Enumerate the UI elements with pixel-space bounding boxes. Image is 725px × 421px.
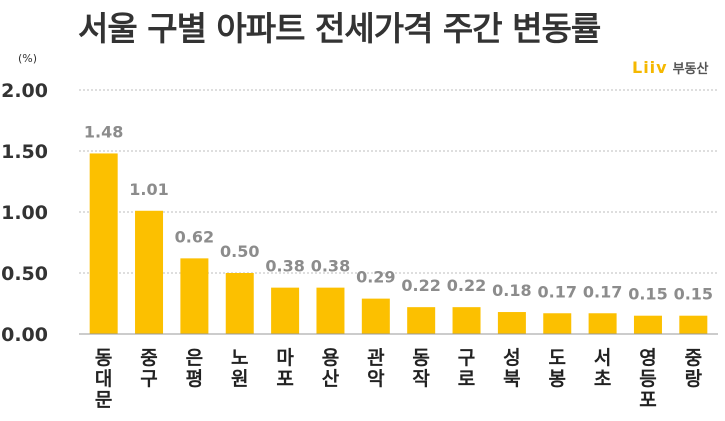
bar-용산 — [316, 287, 345, 334]
data-label: 0.17 — [583, 282, 622, 301]
bar-동작 — [407, 307, 436, 334]
liiv-logo-icon: Liiv — [632, 58, 668, 77]
bar-중랑 — [679, 315, 708, 334]
data-label: 0.22 — [401, 276, 440, 295]
bar-서초 — [588, 313, 617, 334]
data-label: 0.38 — [311, 257, 350, 276]
data-label: 0.50 — [220, 242, 259, 261]
x-axis-labels: 동 대 문 중 구 은 평 노 원 마 포 용 산 관 악 동 작 구 로 성 북 도 봉 서 초 영 등 포 중 랑 — [95, 347, 703, 411]
bar-성북 — [497, 312, 526, 334]
data-label: 1.48 — [84, 122, 123, 141]
y-axis-unit: (%) — [18, 52, 37, 65]
data-label: 0.62 — [175, 227, 214, 246]
logo-text: 부동산 — [672, 62, 709, 77]
data-label: 0.38 — [265, 257, 304, 276]
y-axis-ticks: 0.00 0.50 1.00 1.50 2.00 — [1, 80, 48, 346]
data-label: 0.22 — [447, 276, 486, 295]
data-label: 0.15 — [674, 285, 713, 304]
gridlines — [79, 89, 718, 274]
bar-영등포 — [633, 315, 662, 334]
data-labels: 1.48 1.01 0.62 0.50 0.38 0.38 0.29 0.22 0.22 0.18… — [84, 122, 713, 303]
y-tick-label: 2.00 — [1, 80, 48, 102]
bar-도봉 — [543, 313, 572, 334]
y-tick-label: 1.50 — [1, 141, 48, 163]
data-label: 0.15 — [628, 285, 667, 304]
y-tick-label: 0.00 — [1, 324, 48, 346]
data-label: 0.29 — [356, 268, 395, 287]
data-label: 1.01 — [129, 180, 168, 199]
liiv-logo: Liiv 부동산 — [632, 58, 708, 77]
bar-노원 — [225, 273, 254, 334]
bars — [89, 153, 708, 334]
bar-마포 — [271, 287, 300, 334]
bar-구로 — [452, 307, 481, 334]
bar-은평 — [180, 258, 209, 334]
bar-중구 — [135, 210, 164, 334]
bar-동대문 — [89, 153, 118, 334]
y-tick-label: 1.00 — [1, 202, 48, 224]
data-label: 0.17 — [538, 282, 577, 301]
y-tick-label: 0.50 — [1, 263, 48, 285]
data-label: 0.18 — [492, 281, 531, 300]
chart-title: 서울 구별 아파트 전세가격 주간 변동률 — [78, 9, 601, 48]
bar-관악 — [361, 298, 390, 334]
